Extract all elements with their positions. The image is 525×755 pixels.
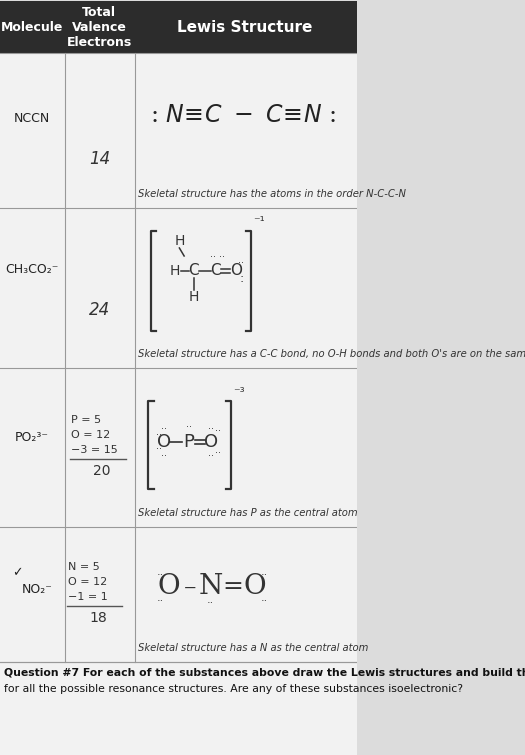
FancyBboxPatch shape [0,368,356,528]
Text: H: H [174,234,185,248]
Text: ··: ·· [238,258,244,268]
Text: ··: ·· [215,426,221,436]
Text: P: P [183,433,194,451]
Text: O = 12: O = 12 [71,430,111,439]
Text: H: H [170,264,180,278]
Text: ··: ·· [156,430,162,439]
Text: =: = [222,575,243,598]
Text: ··: ·· [208,451,214,461]
Text: NO₂⁻: NO₂⁻ [22,584,53,596]
Text: :: : [239,273,244,285]
Text: ··: ·· [161,451,167,461]
Text: N = 5: N = 5 [68,562,100,572]
FancyBboxPatch shape [0,662,356,755]
Text: P = 5: P = 5 [71,414,101,424]
Text: 24: 24 [89,301,110,319]
Text: ⁻¹: ⁻¹ [254,215,265,228]
Text: ··: ·· [207,598,214,608]
Text: Lewis Structure: Lewis Structure [177,20,312,35]
Text: –: – [184,575,196,598]
Text: Skeletal structure has P as the central atom: Skeletal structure has P as the central … [138,508,358,519]
Text: Skeletal structure has a C-C bond, no O-H bonds and both O's are on the same: Skeletal structure has a C-C bond, no O-… [138,349,525,359]
Text: O = 12: O = 12 [68,577,107,587]
FancyBboxPatch shape [0,2,356,54]
Text: ··: ·· [157,596,164,606]
Text: for all the possible resonance structures. Are any of these substances isoelectr: for all the possible resonance structure… [4,684,463,694]
Text: PO₂³⁻: PO₂³⁻ [15,431,49,444]
Text: ··: ·· [261,570,268,580]
Text: ··: ·· [157,570,164,580]
Text: ··: ·· [208,424,214,433]
Text: ⁻³: ⁻³ [233,386,245,399]
Text: O: O [157,573,180,600]
Text: O: O [230,263,242,279]
Text: −1 = 1: −1 = 1 [68,592,108,602]
FancyBboxPatch shape [0,208,356,368]
Text: 20: 20 [93,464,111,478]
Text: O: O [244,573,266,600]
Text: ··: ·· [156,444,162,454]
Text: O: O [158,433,172,451]
Text: Total
Valence
Electrons: Total Valence Electrons [67,6,132,49]
Text: O: O [204,433,218,451]
FancyBboxPatch shape [0,528,356,662]
Text: Skeletal structure has a N as the central atom: Skeletal structure has a N as the centra… [138,643,369,653]
Text: Molecule: Molecule [1,21,63,34]
Text: −3 = 15: −3 = 15 [71,445,118,455]
Text: N: N [198,573,223,600]
Text: CH₃CO₂⁻: CH₃CO₂⁻ [5,263,59,276]
Text: H: H [188,290,199,304]
Text: Question #7 For each of the substances above draw the Lewis structures and build: Question #7 For each of the substances a… [4,667,525,677]
Text: C: C [210,263,220,279]
Text: 18: 18 [90,611,108,625]
Text: ✓: ✓ [12,566,22,579]
Text: Skeletal structure has the atoms in the order N-C-C-N: Skeletal structure has the atoms in the … [138,189,406,199]
FancyBboxPatch shape [0,2,356,755]
Text: C: C [188,263,199,279]
Text: ··: ·· [161,424,167,433]
FancyBboxPatch shape [0,54,356,208]
Text: ··: ·· [261,596,268,606]
Text: ··: ·· [219,252,225,262]
Text: NCCN: NCCN [14,112,50,125]
Text: ··: ·· [209,252,216,262]
Text: 14: 14 [89,149,110,168]
Text: : $N\!\equiv\!C\ -\ C\!\equiv\!N$ :: : $N\!\equiv\!C\ -\ C\!\equiv\!N$ : [150,104,336,128]
Text: ··: ·· [215,448,221,458]
Text: ··: ·· [186,421,192,432]
